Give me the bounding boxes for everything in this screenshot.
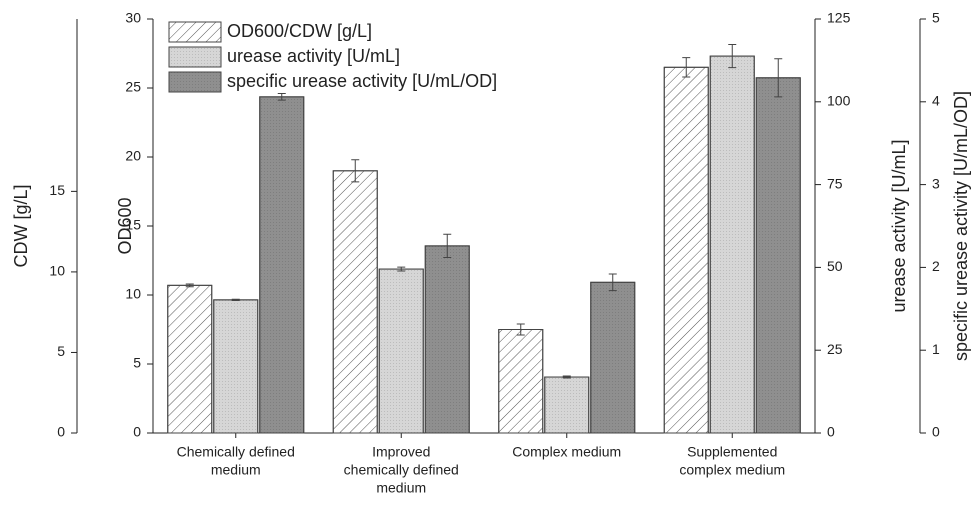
error-bar (351, 159, 360, 183)
x-tick-label: complex medium (679, 462, 785, 478)
y-tick-label: 5 (932, 10, 940, 26)
y-tick-label: 4 (932, 93, 940, 109)
x-tick-label: medium (376, 480, 426, 496)
error-bar (185, 283, 194, 288)
error-bar (728, 44, 737, 69)
y-tick-label: 25 (125, 79, 141, 95)
y-tick-label: 1 (932, 341, 940, 357)
bar-pattern (213, 299, 259, 434)
x-tick-label: Improved (372, 444, 430, 460)
bar-pattern (167, 284, 213, 434)
legend-swatch-pattern (168, 21, 222, 43)
y-tick-label: 125 (827, 10, 851, 26)
y-tick-label: 15 (125, 217, 141, 233)
y-tick-label: 5 (133, 355, 141, 371)
y-tick-label: 50 (827, 258, 843, 274)
y-tick-label: 0 (57, 424, 65, 440)
bar-pattern (424, 245, 470, 434)
y-tick-label: 3 (932, 175, 940, 191)
error-bar (562, 375, 571, 379)
y-tick-label: 0 (827, 424, 835, 440)
axis-title: urease activity [U/mL] (889, 139, 909, 312)
axis-title: CDW [g/L] (11, 184, 31, 267)
axis-title: OD600 (115, 197, 135, 254)
legend-swatch-pattern (168, 46, 222, 68)
axis-title: specific urease activity [U/mL/OD] (951, 91, 971, 361)
y-tick-label: 100 (827, 93, 851, 109)
y-tick-label: 75 (827, 175, 843, 191)
bar-pattern (332, 170, 378, 434)
y-tick-label: 0 (932, 424, 940, 440)
legend-label: specific urease activity [U/mL/OD] (227, 71, 497, 91)
bar-pattern (755, 77, 801, 434)
error-bar (608, 273, 617, 292)
x-tick-label: medium (211, 462, 261, 478)
legend-label: OD600/CDW [g/L] (227, 21, 372, 41)
bar-pattern (498, 329, 544, 434)
error-bar (516, 323, 525, 336)
y-tick-label: 15 (49, 182, 65, 198)
y-tick-label: 25 (827, 341, 843, 357)
x-tick-label: Supplemented (687, 444, 777, 460)
y-tick-label: 5 (57, 343, 65, 359)
bar-pattern (663, 66, 709, 434)
error-bar (231, 298, 240, 302)
legend-label: urease activity [U/mL] (227, 46, 400, 66)
y-tick-label: 30 (125, 10, 141, 26)
y-tick-label: 20 (125, 148, 141, 164)
bar-pattern (378, 268, 424, 434)
y-tick-label: 0 (133, 424, 141, 440)
y-tick-label: 10 (125, 286, 141, 302)
bar-pattern (709, 55, 755, 434)
bar-pattern (590, 281, 636, 434)
x-tick-label: chemically defined (344, 462, 459, 478)
error-bar (774, 58, 783, 98)
x-tick-label: Chemically defined (177, 444, 295, 460)
bar-pattern (544, 376, 590, 434)
legend-swatch-pattern (168, 71, 222, 93)
error-bar (277, 93, 286, 101)
x-tick-label: Complex medium (512, 444, 621, 460)
y-tick-label: 2 (932, 258, 940, 274)
error-bar (443, 233, 452, 258)
bar-pattern (259, 96, 305, 434)
y-tick-label: 10 (49, 263, 65, 279)
error-bar (682, 57, 691, 78)
error-bar (397, 266, 406, 272)
